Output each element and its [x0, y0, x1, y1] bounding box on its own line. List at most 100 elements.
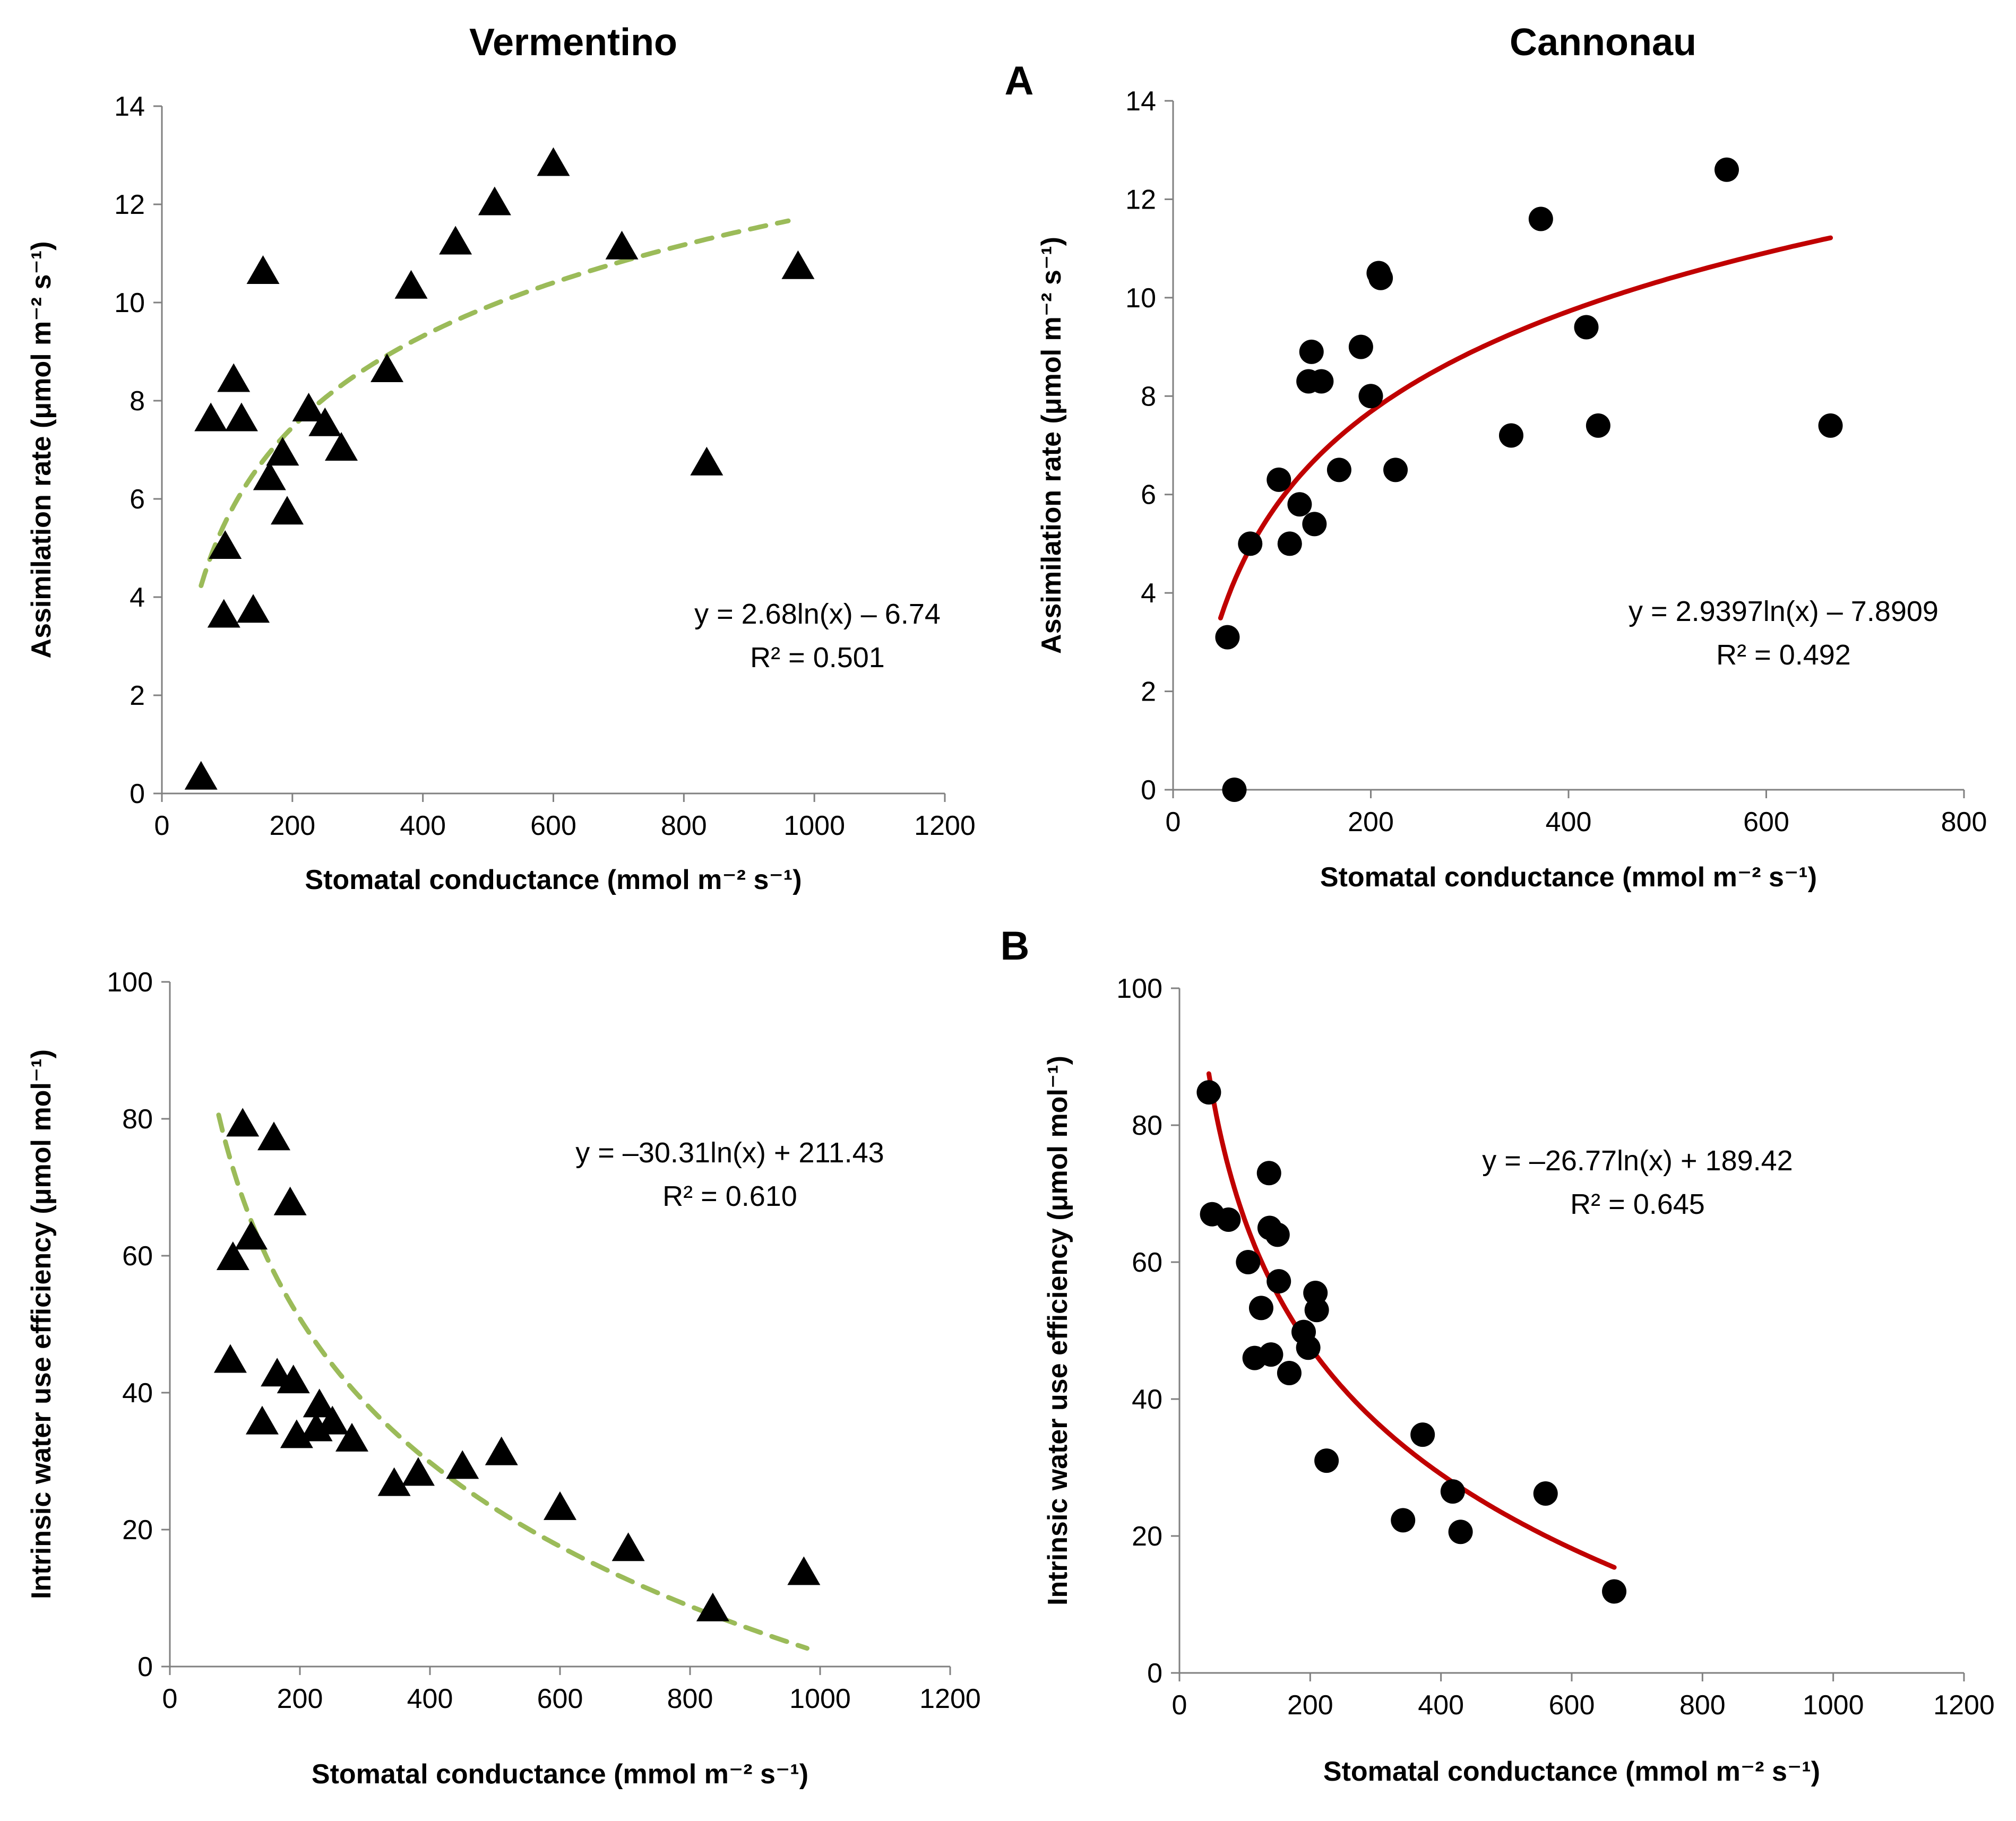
x-tick-label: 600: [530, 810, 576, 841]
data-point-circle: [1256, 1161, 1281, 1186]
data-point-triangle: [690, 446, 723, 476]
x-tick-label: 1200: [1933, 1690, 1995, 1721]
data-point-triangle: [246, 255, 280, 284]
y-tick-label: 0: [130, 779, 145, 809]
data-point-circle: [1533, 1481, 1558, 1506]
data-point-circle: [1326, 458, 1351, 482]
data-point-triangle: [316, 1405, 349, 1435]
data-point-triangle: [245, 1405, 279, 1435]
column-title-vermentino: Vermentino: [469, 21, 677, 64]
data-point-circle: [1265, 1222, 1290, 1247]
trend-r-squared: R² = 0.492: [1716, 639, 1851, 671]
data-point-triangle: [209, 530, 242, 559]
data-point-circle: [1299, 339, 1324, 364]
data-point-circle: [1259, 1342, 1283, 1367]
data-point-triangle: [308, 407, 342, 436]
x-tick-label: 0: [1166, 807, 1181, 838]
data-point-circle: [1302, 512, 1327, 537]
y-tick-label: 10: [1125, 283, 1156, 314]
data-point-triangle: [537, 147, 570, 176]
data-point-triangle: [377, 1467, 411, 1496]
data-point-triangle: [439, 226, 472, 255]
data-point-circle: [1391, 1508, 1416, 1533]
chart-panels: 0 200 400 600 800 1000 120002468101214Stomatal…: [26, 86, 1995, 1790]
x-tick-label: 400: [407, 1684, 453, 1714]
x-tick-label: 400: [1418, 1690, 1464, 1721]
data-point-circle: [1277, 531, 1302, 556]
data-point-triangle: [217, 363, 251, 392]
data-point-circle: [1602, 1579, 1627, 1604]
y-tick-label: 14: [114, 91, 145, 122]
data-point-triangle: [226, 1108, 260, 1137]
data-point-triangle: [277, 1365, 310, 1394]
x-tick-label: 400: [1546, 807, 1592, 838]
data-point-triangle: [335, 1422, 368, 1452]
data-point-circle: [1410, 1422, 1435, 1447]
data-point-circle: [1383, 458, 1408, 482]
trendline: [199, 218, 791, 588]
x-axis-label: Stomatal conductance (mmol m⁻² s⁻¹): [1323, 1756, 1820, 1787]
y-tick-label: 20: [1132, 1521, 1162, 1552]
data-point-circle: [1358, 384, 1383, 409]
x-tick-label: 1200: [914, 810, 976, 841]
y-tick-label: 80: [1132, 1110, 1162, 1141]
y-tick-label: 12: [1125, 184, 1156, 215]
data-point-triangle: [611, 1532, 645, 1561]
y-tick-label: 6: [130, 484, 145, 515]
y-tick-label: 20: [122, 1515, 153, 1546]
data-point-triangle: [216, 1241, 249, 1270]
data-point-circle: [1574, 315, 1599, 340]
x-tick-label: 0: [162, 1684, 178, 1714]
x-tick-label: 200: [269, 810, 315, 841]
chart-cannonau_assimilation: 0 200 400 600 800 0 2 4 6 8 10 12 14 Stomatal conduct…: [1036, 86, 1987, 893]
data-point-triangle: [787, 1556, 821, 1585]
data-point-circle: [1586, 413, 1610, 438]
data-point-circle: [1368, 265, 1393, 290]
y-tick-label: 0: [1141, 775, 1156, 806]
trend-r-squared: R² = 0.610: [662, 1180, 797, 1212]
y-tick-label: 2: [1141, 677, 1156, 707]
y-tick-label: 100: [107, 967, 153, 998]
data-point-circle: [1498, 423, 1523, 448]
data-point-triangle: [605, 230, 639, 260]
data-point-triangle: [401, 1457, 435, 1486]
x-tick-label: 1200: [919, 1684, 981, 1714]
y-tick-label: 0: [137, 1652, 153, 1682]
y-tick-label: 0: [1147, 1658, 1162, 1689]
y-tick-label: 4: [1141, 578, 1156, 609]
x-tick-label: 600: [1743, 807, 1789, 838]
y-tick-label: 8: [1141, 381, 1156, 412]
x-axis-label: Stomatal conductance (mmol m⁻² s⁻¹): [1320, 862, 1817, 893]
data-point-triangle: [446, 1450, 479, 1479]
panel-label-a: A: [1005, 58, 1034, 103]
x-tick-label: 800: [661, 810, 707, 841]
data-point-circle: [1267, 1269, 1291, 1294]
x-tick-label: 400: [400, 810, 446, 841]
y-tick-label: 4: [130, 582, 145, 613]
x-tick-label: 800: [1941, 807, 1987, 838]
y-tick-label: 8: [130, 386, 145, 417]
data-point-triangle: [213, 1344, 247, 1373]
y-axis-label: Intrinsic water use efficiency (μmol mol…: [1043, 1056, 1073, 1606]
x-tick-label: 600: [1549, 1690, 1595, 1721]
data-point-circle: [1248, 1296, 1273, 1321]
y-axis-label: Intrinsic water use efficiency (μmol mol…: [26, 1049, 57, 1599]
data-point-triangle: [273, 1186, 307, 1215]
data-point-circle: [1348, 334, 1373, 359]
data-point-triangle: [235, 1221, 268, 1250]
data-point-circle: [1267, 467, 1291, 492]
data-point-triangle: [696, 1592, 729, 1621]
y-tick-label: 100: [1116, 973, 1162, 1004]
x-tick-label: 0: [1172, 1690, 1187, 1721]
x-tick-label: 0: [154, 810, 170, 841]
y-tick-label: 40: [122, 1378, 153, 1409]
x-tick-label: 200: [1287, 1690, 1333, 1721]
trend-equation: y = 2.9397ln(x) – 7.8909: [1629, 596, 1939, 627]
y-axis-label: Assimilation rate (μmol m⁻² s⁻¹): [1036, 237, 1067, 654]
data-point-circle: [1196, 1080, 1221, 1105]
chart-vermentino_assimilation: 0 200 400 600 800 1000 1200 0 2 4 6 8 10 12 14 Stomatal…: [26, 91, 976, 895]
data-point-circle: [1440, 1479, 1465, 1504]
data-point-triangle: [184, 761, 218, 790]
y-axis-label: Assimilation rate (μmol m⁻² s⁻¹): [26, 241, 57, 659]
data-point-circle: [1216, 1207, 1241, 1232]
